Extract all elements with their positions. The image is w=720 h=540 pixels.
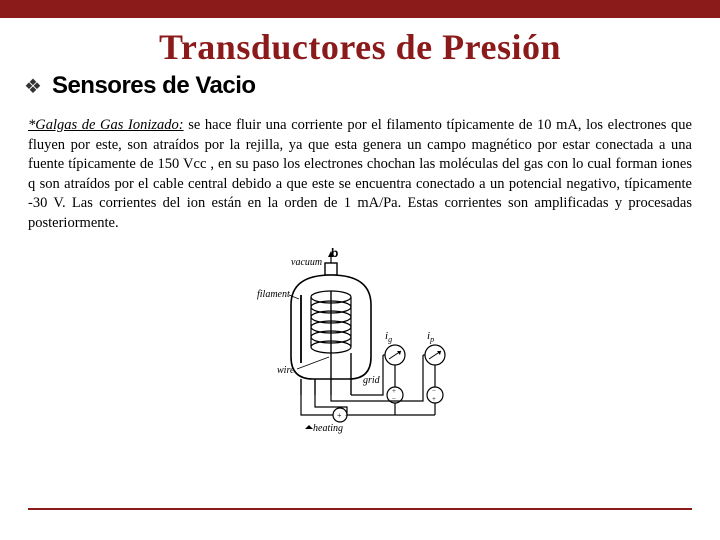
page-title: Transductores de Presión <box>0 26 720 68</box>
body-paragraph: *Galgas de Gas Ionizado: se hace fluir u… <box>28 116 692 233</box>
svg-text:−: − <box>392 395 396 403</box>
paragraph-emphasis: *Galgas de Gas Ionizado: <box>28 117 184 133</box>
filament-label: filament <box>257 289 290 300</box>
figure-container: b vacuum filament wire g <box>0 245 720 435</box>
top-accent-bar <box>0 0 720 18</box>
svg-text:−: − <box>432 387 436 395</box>
bottom-accent-rule <box>28 508 692 510</box>
svg-text:+: + <box>432 395 436 403</box>
wire-label: wire <box>277 365 295 376</box>
svg-text:+: + <box>392 387 396 395</box>
tube-neck <box>325 263 337 275</box>
ig-label: ig <box>385 330 392 344</box>
heating-label: heating <box>313 423 343 434</box>
heating-wire-left <box>301 395 333 415</box>
subtitle-row: ❖ Sensores de Vacio <box>24 72 720 100</box>
subtitle: Sensores de Vacio <box>52 72 256 100</box>
ionization-gauge-diagram: b vacuum filament wire g <box>255 245 465 435</box>
vacuum-label: vacuum <box>291 257 322 268</box>
heating-plus: + <box>337 411 342 420</box>
grid-label: grid <box>363 375 381 386</box>
bullet-glyph: ❖ <box>24 74 42 99</box>
paragraph-rest: se hace fluir una corriente por el filam… <box>28 117 692 231</box>
heating-arrow <box>305 425 313 429</box>
figure-label-b: b <box>331 246 338 260</box>
ip-label: ip <box>427 330 434 344</box>
